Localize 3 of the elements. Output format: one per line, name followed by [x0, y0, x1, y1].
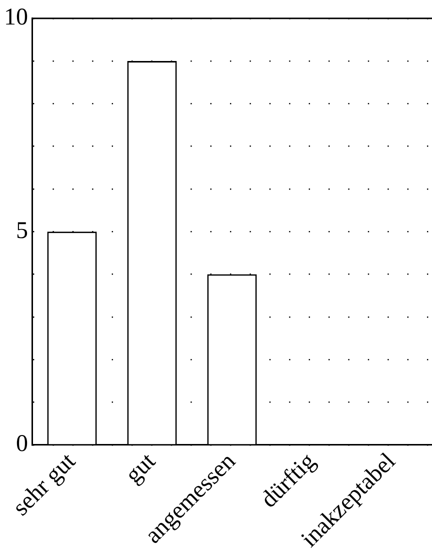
- y-tick-label: 5: [16, 218, 28, 244]
- y-tick-label: 10: [4, 4, 28, 31]
- y-tick-label: 0: [16, 431, 28, 458]
